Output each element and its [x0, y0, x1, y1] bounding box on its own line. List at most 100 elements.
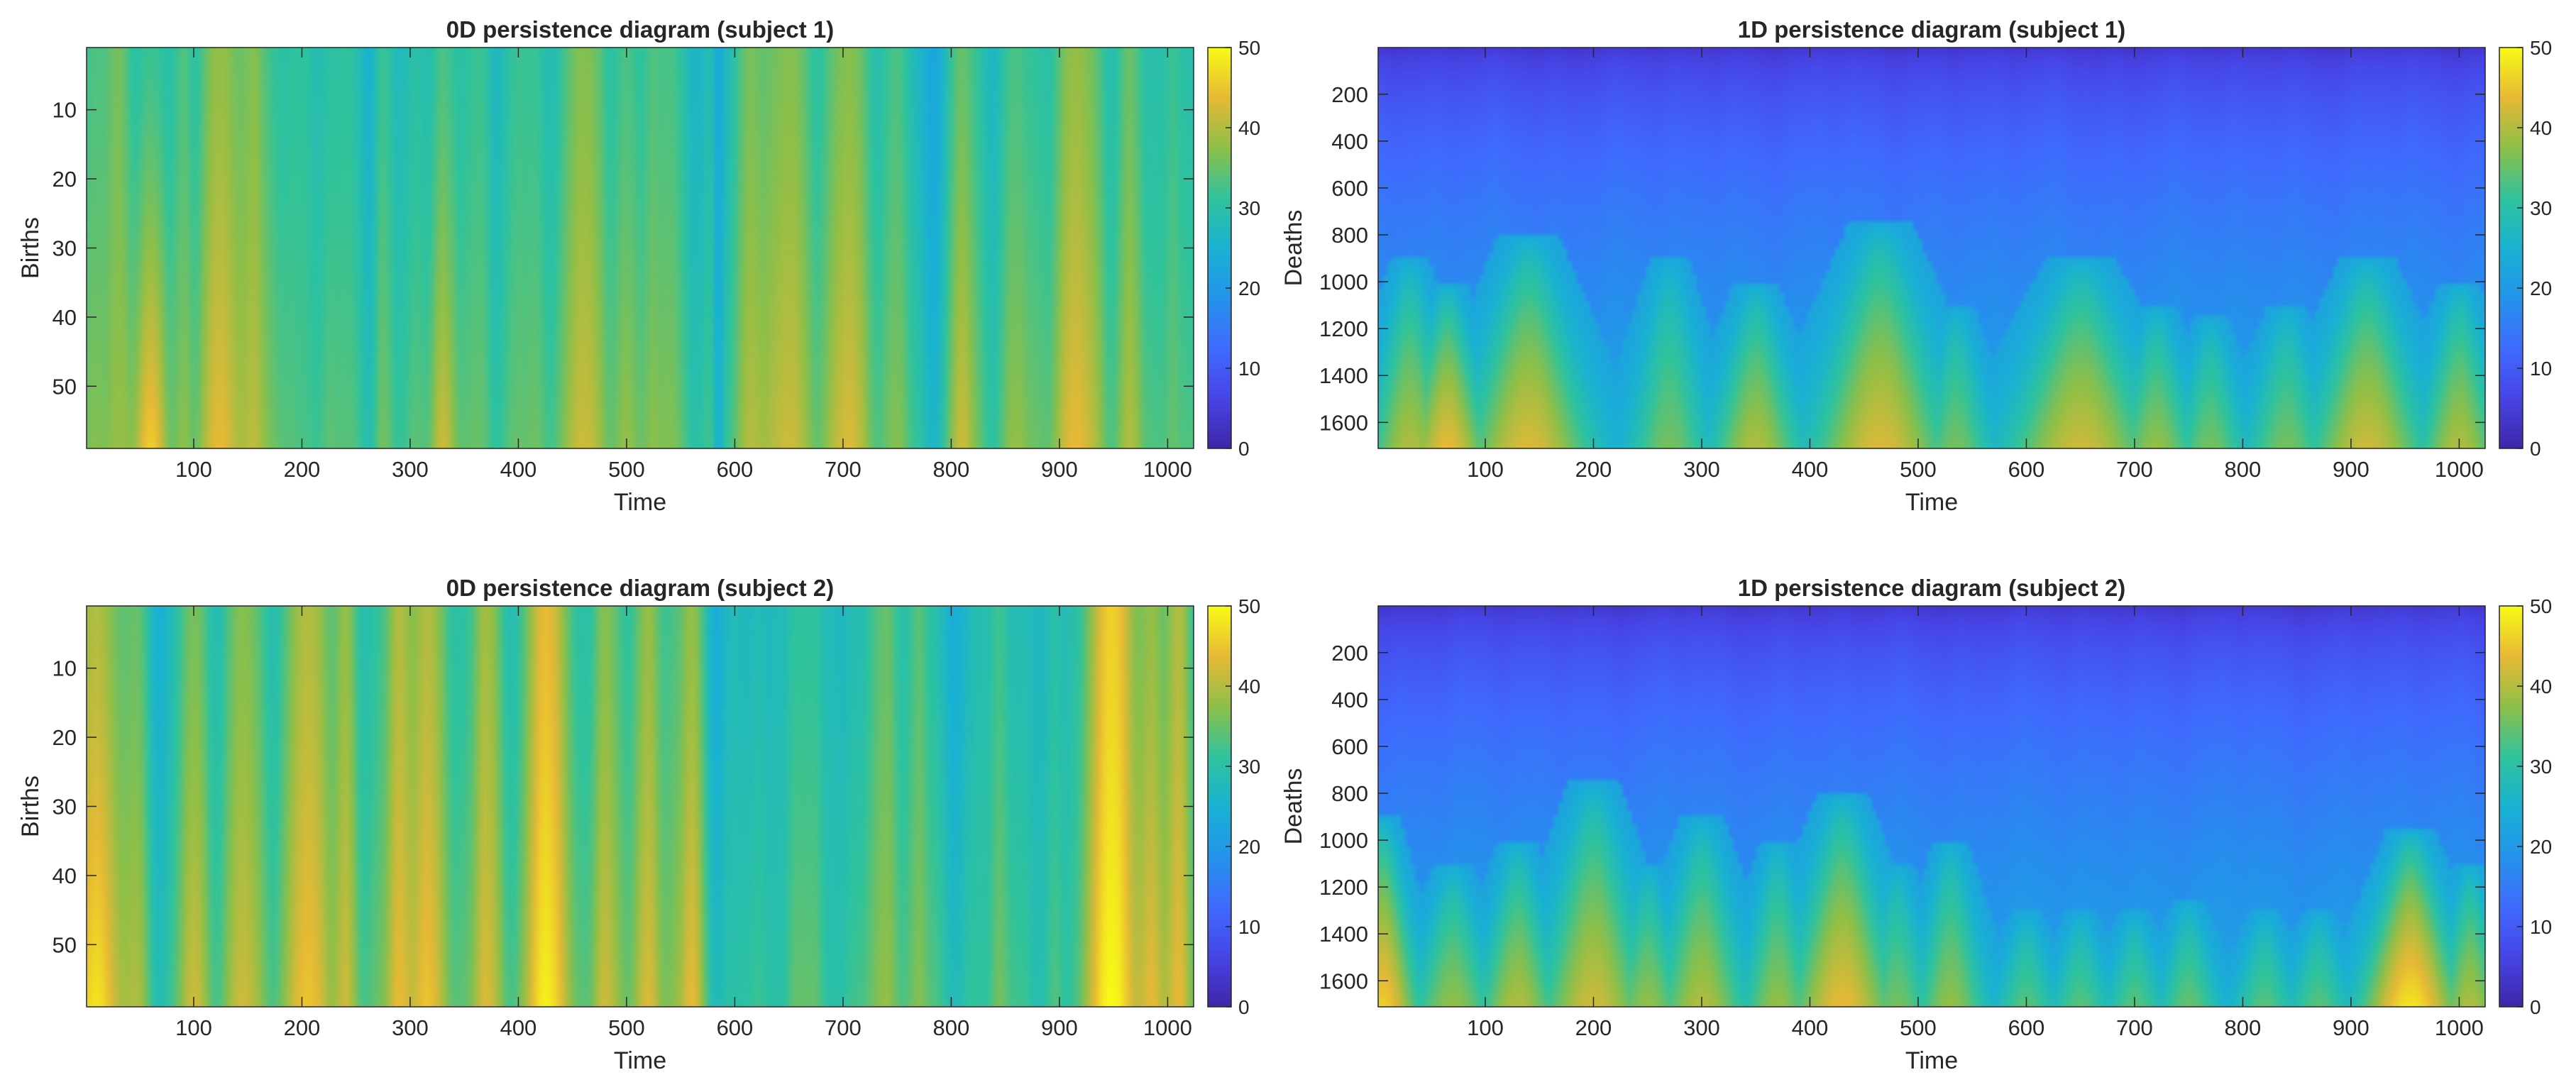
- colorbar-tick-label: 30: [2530, 197, 2552, 219]
- colorbar: [2499, 605, 2523, 1008]
- colorbar-tick-label: 30: [2530, 756, 2552, 778]
- y-tick-label: 1000: [1319, 828, 1368, 853]
- colorbar: [1207, 47, 1232, 449]
- subplot-1: 0D persistence diagram (subject 1)100 200…: [17, 16, 1260, 516]
- y-tick-label: 600: [1331, 176, 1368, 201]
- y-tick-label: 600: [1331, 734, 1368, 759]
- colorbar-tick-label: 30: [1238, 756, 1260, 778]
- y-tick-label: 400: [1331, 129, 1368, 154]
- colorbar-tick-label: 40: [2530, 117, 2552, 139]
- x-tick-label: 700: [825, 457, 862, 482]
- y-tick-label: 10: [53, 656, 77, 681]
- x-tick-label: 400: [1792, 1015, 1829, 1040]
- axes-frame: [1377, 605, 2486, 1008]
- x-tick-label: 300: [1683, 457, 1720, 482]
- x-tick-label: 200: [1575, 1015, 1612, 1040]
- colorbar-tick-label: 40: [1238, 675, 1260, 697]
- colorbar-tick-label: 0: [1238, 996, 1250, 1018]
- heatmap-image: [87, 48, 1194, 448]
- x-tick-label: 800: [2225, 1015, 2262, 1040]
- heatmap-image: [1378, 606, 2485, 1007]
- x-tick-label: 800: [2225, 457, 2262, 482]
- colorbar-tick-label: 20: [1238, 277, 1260, 299]
- y-tick-label: 40: [53, 305, 77, 330]
- colorbar-tick-label: 20: [1238, 836, 1260, 858]
- chart-title: 1D persistence diagram (subject 1): [1738, 16, 2126, 43]
- y-tick-label: 1600: [1319, 969, 1368, 993]
- x-tick-label: 600: [2008, 457, 2045, 482]
- x-tick-label: 500: [1900, 457, 1937, 482]
- x-tick-label: 500: [608, 1015, 645, 1040]
- colorbar-tick-label: 50: [2530, 37, 2552, 59]
- x-tick-label: 900: [1041, 457, 1078, 482]
- x-tick-label: 500: [1900, 1015, 1937, 1040]
- colorbar: [1207, 605, 1232, 1008]
- x-tick-label: 1000: [1143, 1015, 1192, 1040]
- y-tick-label: 10: [53, 98, 77, 123]
- x-tick-label: 700: [2116, 1015, 2153, 1040]
- x-tick-label: 1000: [2435, 457, 2484, 482]
- x-tick-label: 1000: [1143, 457, 1192, 482]
- x-tick-label: 100: [175, 457, 212, 482]
- x-tick-label: 600: [2008, 1015, 2045, 1040]
- y-axis-label: Deaths: [1280, 210, 1307, 287]
- y-tick-label: 50: [53, 932, 77, 957]
- x-tick-label: 100: [175, 1015, 212, 1040]
- colorbar-tick-label: 20: [2530, 836, 2552, 858]
- colorbar-tick-label: 10: [1238, 358, 1260, 380]
- x-tick-label: 300: [392, 1015, 429, 1040]
- y-tick-label: 400: [1331, 688, 1368, 712]
- x-tick-label: 500: [608, 457, 645, 482]
- y-tick-label: 1400: [1319, 922, 1368, 947]
- colorbar-tick-label: 50: [2530, 595, 2552, 617]
- x-tick-label: 800: [933, 457, 970, 482]
- y-tick-label: 200: [1331, 641, 1368, 666]
- x-tick-label: 700: [825, 1015, 862, 1040]
- colorbar-tick-label: 0: [1238, 438, 1250, 460]
- y-tick-label: 800: [1331, 781, 1368, 806]
- x-axis-label: Time: [1905, 489, 1958, 516]
- x-tick-label: 600: [717, 1015, 754, 1040]
- y-tick-label: 50: [53, 374, 77, 399]
- colorbar: [2499, 47, 2523, 449]
- y-tick-label: 1600: [1319, 410, 1368, 435]
- x-tick-label: 700: [2116, 457, 2153, 482]
- colorbar-tick-label: 50: [1238, 37, 1260, 59]
- chart-title: 1D persistence diagram (subject 2): [1738, 575, 2126, 601]
- y-axis-label: Births: [17, 776, 44, 837]
- y-tick-label: 1200: [1319, 875, 1368, 900]
- axes-frame: [1377, 47, 2486, 449]
- x-tick-label: 200: [284, 1015, 321, 1040]
- y-tick-label: 30: [53, 236, 77, 261]
- y-tick-label: 30: [53, 795, 77, 820]
- x-tick-label: 900: [2333, 1015, 2369, 1040]
- y-tick-label: 20: [53, 725, 77, 750]
- x-tick-label: 900: [1041, 1015, 1078, 1040]
- y-tick-label: 200: [1331, 82, 1368, 107]
- x-tick-label: 600: [717, 457, 754, 482]
- x-tick-label: 200: [284, 457, 321, 482]
- heatmap-image: [1378, 48, 2485, 448]
- y-axis-label: Births: [17, 217, 44, 279]
- y-tick-label: 1000: [1319, 270, 1368, 294]
- x-tick-label: 300: [1683, 1015, 1720, 1040]
- colorbar-tick-label: 40: [1238, 117, 1260, 139]
- colorbar-tick-label: 0: [2530, 996, 2541, 1018]
- colorbar-tick-label: 10: [1238, 916, 1260, 938]
- x-tick-label: 100: [1467, 457, 1504, 482]
- x-axis-label: Time: [614, 1047, 666, 1074]
- colorbar-tick-label: 20: [2530, 277, 2552, 299]
- subplot-4: 1D persistence diagram (subject 2)100 200…: [1280, 575, 2552, 1074]
- x-tick-label: 400: [1792, 457, 1829, 482]
- x-tick-label: 400: [500, 1015, 537, 1040]
- x-axis-label: Time: [1905, 1047, 1958, 1074]
- y-tick-label: 1200: [1319, 316, 1368, 341]
- x-axis-label: Time: [614, 489, 666, 516]
- y-tick-label: 800: [1331, 223, 1368, 248]
- x-tick-label: 300: [392, 457, 429, 482]
- y-axis-label: Deaths: [1280, 768, 1307, 845]
- x-tick-label: 1000: [2435, 1015, 2484, 1040]
- y-tick-label: 1400: [1319, 363, 1368, 388]
- x-tick-label: 900: [2333, 457, 2369, 482]
